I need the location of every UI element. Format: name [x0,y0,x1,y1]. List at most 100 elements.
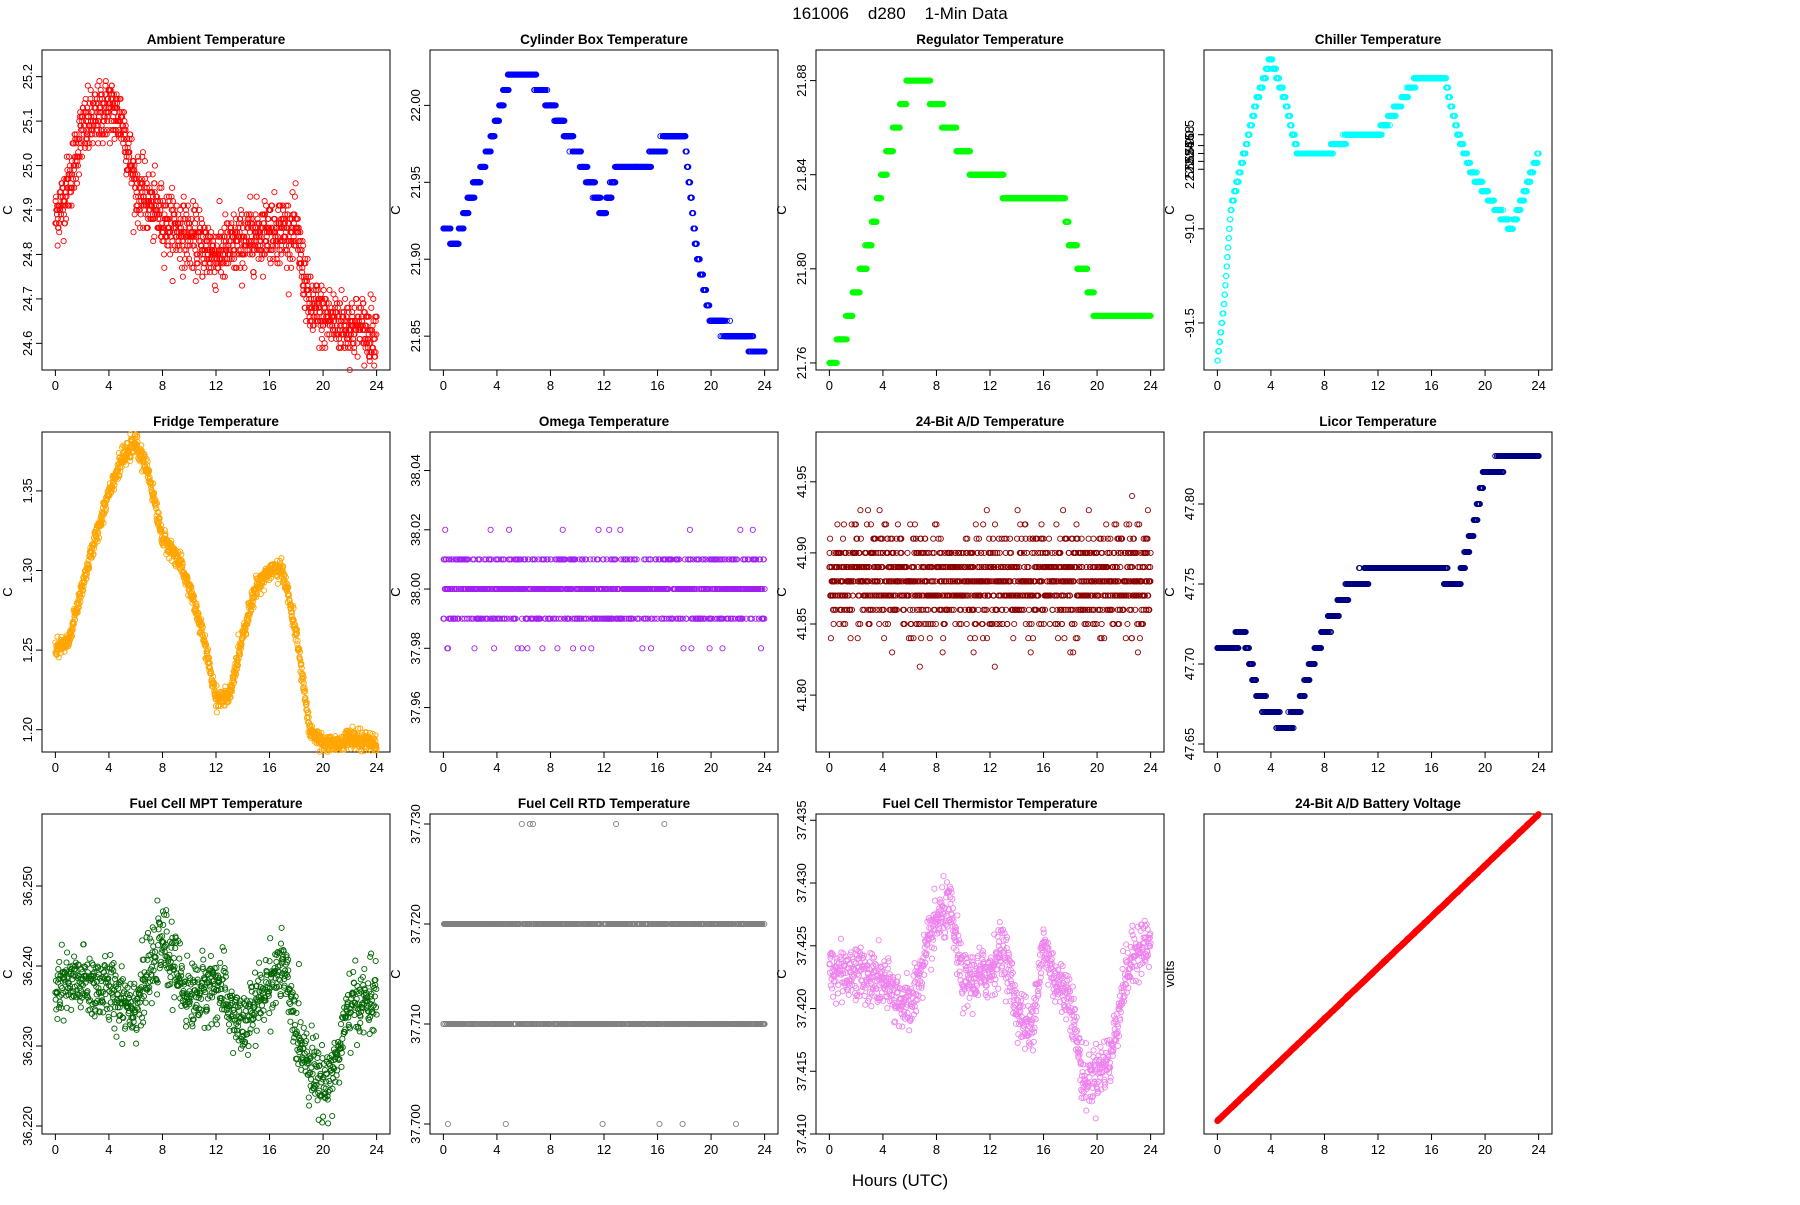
data-point [321,287,326,292]
y-tick-label: 21.95 [408,166,423,199]
data-point [90,141,95,146]
x-tick-label: 20 [316,378,330,393]
x-tick-label: 16 [1424,378,1438,393]
x-tick-label: 20 [1090,378,1104,393]
x-tick-label: 16 [1036,378,1050,393]
data-point [177,256,182,261]
data-point [170,279,175,284]
x-tick-label: 16 [262,378,276,393]
panel-2: Cylinder Box Temperature C 0 4 8 12 16 20 24 21.8… [388,32,778,393]
x-tick-label: 4 [493,378,500,393]
data-point [248,194,253,199]
y-tick-label: -91.0 [1182,214,1197,244]
y-tick-label: 25.2 [20,64,35,89]
x-tick-label: 0 [1214,378,1221,393]
data-point [343,296,348,301]
x-tick-label: 8 [547,378,554,393]
x-tick-label: 20 [1478,378,1492,393]
y-tick-label: 21.76 [794,347,809,380]
data-point [260,274,265,279]
data-point [371,296,376,301]
data-point [55,243,60,248]
x-tick-label: 24 [757,378,771,393]
x-tick-label: 24 [369,378,383,393]
panel-title: Cylinder Box Temperature [520,32,688,47]
x-tick-label: 4 [1267,378,1274,393]
y-axis-label: C [0,205,15,214]
data-point [339,287,344,292]
data-point [327,287,332,292]
data-point [239,283,244,288]
data-point [254,194,259,199]
data-point [293,181,298,186]
data-point [61,239,66,244]
data-point [727,318,732,323]
x-tick-label: 12 [597,378,611,393]
data-point [195,270,200,275]
data-point [97,79,102,84]
data-point [162,265,167,270]
data-point [372,363,377,368]
x-tick-label: 8 [933,378,940,393]
y-tick-label: 24.9 [20,197,35,222]
x-tick-label: 0 [440,378,447,393]
data-point [362,363,367,368]
panel-title: Ambient Temperature [147,32,286,47]
figure-title: 161006 d280 1-Min Data [0,4,1800,24]
x-tick-label: 8 [1321,378,1328,393]
x-tick-label: 0 [52,378,59,393]
x-tick-label: 24 [1143,378,1157,393]
data-point [355,354,360,359]
x-tick-label: 24 [1531,378,1545,393]
data-points [441,72,767,354]
y-tick-label: 21.88 [794,64,809,97]
data-point [107,141,112,146]
data-point [223,212,228,217]
x-tick-label: 8 [159,378,166,393]
data-point [131,230,136,235]
y-tick-label: 24.8 [20,242,35,267]
y-axis-label: C [388,205,403,214]
y-tick-label: 24.7 [20,286,35,311]
data-point [286,292,291,297]
data-points [827,78,1153,366]
y-tick-label: 24.6 [20,331,35,356]
y-tick-label: -91.5 [1182,308,1197,338]
x-tick-label: 12 [209,378,223,393]
panel-title: Regulator Temperature [916,32,1064,47]
data-point [292,194,297,199]
x-tick-label: 20 [704,378,718,393]
data-point [180,274,185,279]
y-tick-label: 21.85 [408,320,423,353]
data-point [200,274,205,279]
data-point [193,279,198,284]
y-tick-label: 22.00 [408,89,423,122]
x-tick-label: 4 [879,378,886,393]
y-tick-label: 21.90 [408,243,423,276]
plot-frame [816,50,1164,370]
data-point [272,190,277,195]
data-point [189,216,194,221]
data-point [152,163,157,168]
x-tick-label: 12 [1371,378,1385,393]
data-point [181,194,186,199]
y-axis-label: C [774,205,789,214]
data-point [162,252,167,257]
x-tick-label: 12 [983,378,997,393]
data-point [112,136,117,141]
y-tick-label: 21.80 [794,253,809,286]
data-point [369,305,374,310]
x-tick-label: 16 [650,378,664,393]
y-tick-label: 21.84 [794,158,809,191]
panel-title: Chiller Temperature [1315,32,1442,47]
data-point [88,87,93,92]
y-tick-label: 25.0 [20,153,35,178]
y-tick-label: 25.1 [20,108,35,133]
data-point [76,172,81,177]
x-tick-label: 0 [826,378,833,393]
panel-3: Regulator Temperature C 0 4 8 12 16 20 24 21.76 21… [774,32,1164,393]
data-points [1215,57,1541,363]
